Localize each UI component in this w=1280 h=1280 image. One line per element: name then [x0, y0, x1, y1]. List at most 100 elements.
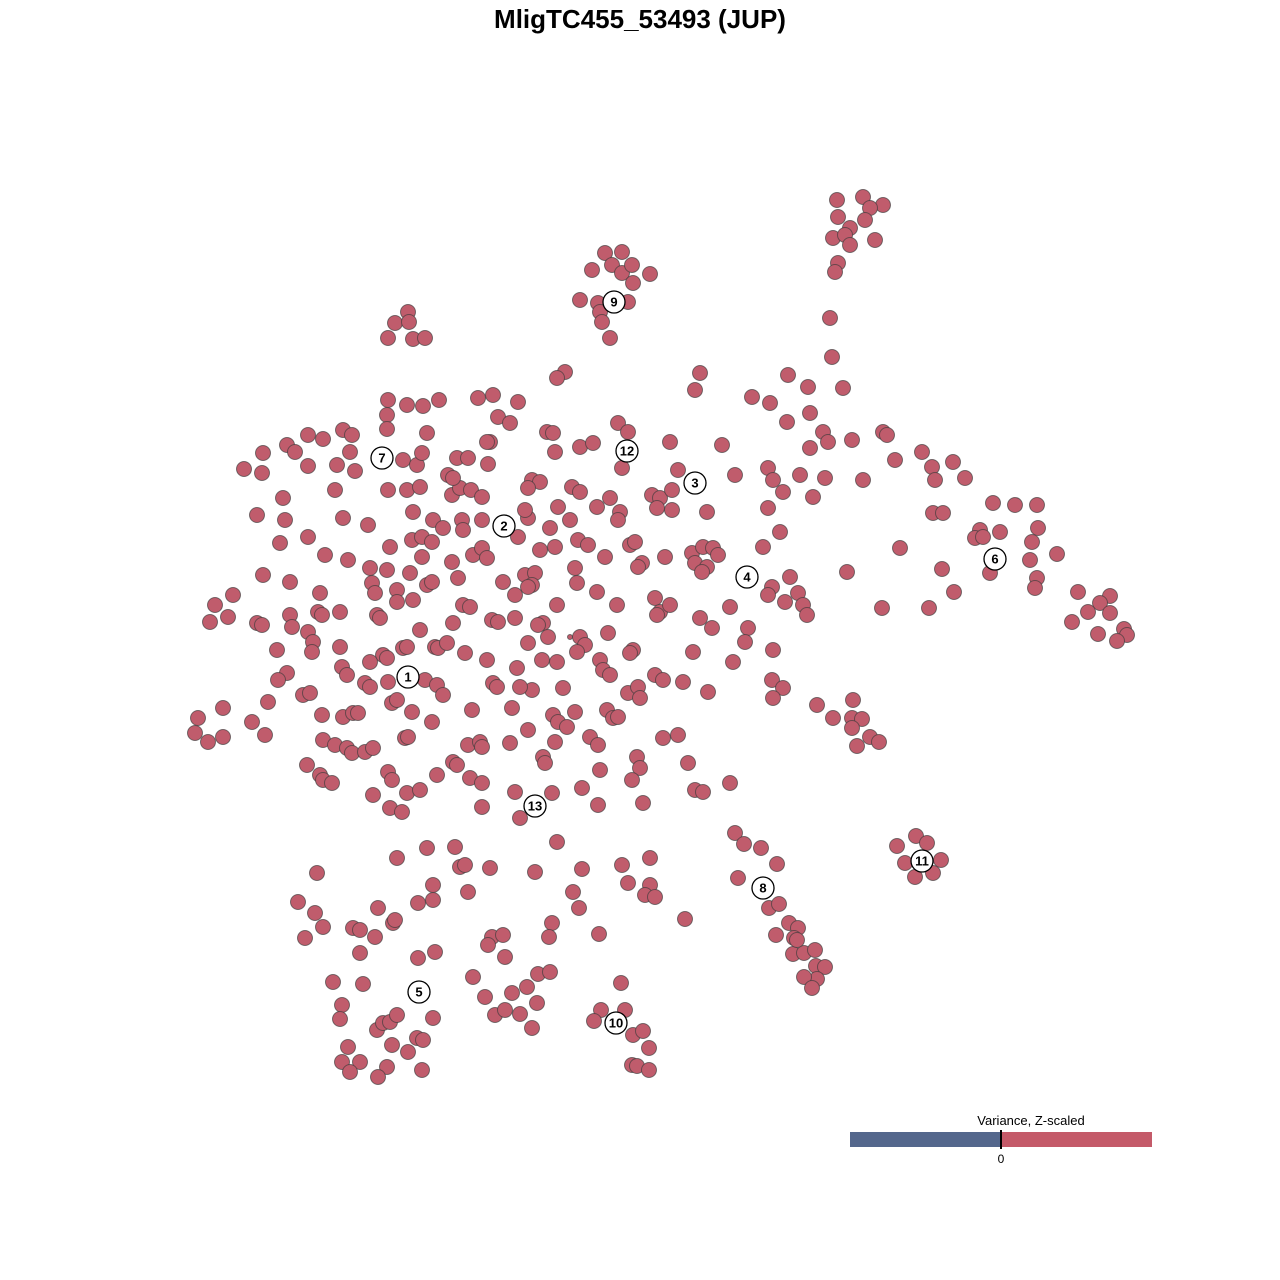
data-point — [710, 547, 726, 563]
data-point — [622, 645, 638, 661]
data-point — [412, 782, 428, 798]
cluster-label-circle — [615, 439, 639, 463]
data-point — [324, 775, 340, 791]
data-point — [207, 597, 223, 613]
data-point — [700, 684, 716, 700]
data-point — [602, 330, 618, 346]
data-point — [804, 980, 820, 996]
data-point — [927, 472, 943, 488]
data-point — [572, 484, 588, 500]
data-point — [765, 642, 781, 658]
data-point — [187, 725, 203, 741]
data-point — [871, 734, 887, 750]
colorbar-zero-tick — [1000, 1130, 1002, 1149]
cluster-label-circle — [523, 794, 547, 818]
cluster-label-3: 3 — [683, 471, 707, 495]
data-point — [474, 489, 490, 505]
data-point — [695, 784, 711, 800]
cluster-label-1: 1 — [396, 665, 420, 689]
colorbar-zero-label: 0 — [997, 1152, 1005, 1166]
data-point — [662, 597, 678, 613]
data-point — [655, 730, 671, 746]
data-point — [590, 797, 606, 813]
data-point — [825, 710, 841, 726]
cluster-label-text: 11 — [915, 854, 929, 869]
data-point — [897, 855, 913, 871]
data-point — [562, 512, 578, 528]
data-point — [768, 927, 784, 943]
data-point — [779, 414, 795, 430]
data-point — [260, 694, 276, 710]
data-point — [402, 565, 418, 581]
data-point — [405, 504, 421, 520]
data-point — [807, 942, 823, 958]
data-point — [845, 692, 861, 708]
data-point — [586, 1013, 602, 1029]
cluster-label-circle — [735, 565, 759, 589]
data-point — [879, 427, 895, 443]
data-point — [610, 709, 626, 725]
data-point — [400, 729, 416, 745]
data-point — [427, 944, 443, 960]
data-point — [1070, 584, 1086, 600]
data-point — [315, 919, 331, 935]
data-point — [680, 755, 696, 771]
data-point — [497, 949, 513, 965]
data-point — [730, 870, 746, 886]
data-point — [527, 864, 543, 880]
cluster-label-11: 11 — [910, 849, 934, 873]
data-point — [569, 575, 585, 591]
data-point — [382, 539, 398, 555]
data-point — [300, 427, 316, 443]
data-point — [215, 700, 231, 716]
data-point — [789, 932, 805, 948]
data-point — [394, 804, 410, 820]
data-point — [584, 262, 600, 278]
cluster-label-text: 8 — [759, 881, 766, 896]
data-point — [425, 877, 441, 893]
cluster-label-circle — [407, 980, 431, 1004]
data-point — [479, 434, 495, 450]
data-point — [946, 584, 962, 600]
data-point — [775, 484, 791, 500]
data-point — [675, 674, 691, 690]
data-point — [419, 840, 435, 856]
cluster-label-2: 2 — [492, 514, 516, 538]
data-point — [670, 462, 686, 478]
data-point — [933, 852, 949, 868]
data-point — [414, 445, 430, 461]
data-point — [892, 540, 908, 556]
data-point — [332, 1011, 348, 1027]
data-point — [632, 690, 648, 706]
data-point — [602, 490, 618, 506]
data-point — [567, 704, 583, 720]
data-point — [480, 456, 496, 472]
data-point — [655, 672, 671, 688]
data-point — [664, 502, 680, 518]
data-point — [569, 644, 585, 660]
data-point — [727, 467, 743, 483]
data-point — [485, 387, 501, 403]
data-point — [760, 587, 776, 603]
data-point — [497, 1002, 513, 1018]
data-point — [200, 734, 216, 750]
data-point — [474, 799, 490, 815]
data-point — [1080, 604, 1096, 620]
data-point — [379, 562, 395, 578]
data-point — [414, 549, 430, 565]
data-point — [624, 772, 640, 788]
data-point — [1029, 497, 1045, 513]
data-point — [835, 380, 851, 396]
data-point — [687, 382, 703, 398]
data-point — [347, 463, 363, 479]
data-point — [314, 607, 330, 623]
data-point — [957, 470, 973, 486]
data-point — [275, 490, 291, 506]
data-point — [254, 465, 270, 481]
data-point — [589, 584, 605, 600]
data-point — [254, 617, 270, 633]
data-point — [370, 1069, 386, 1085]
data-point — [340, 552, 356, 568]
data-point — [887, 452, 903, 468]
data-point — [367, 585, 383, 601]
